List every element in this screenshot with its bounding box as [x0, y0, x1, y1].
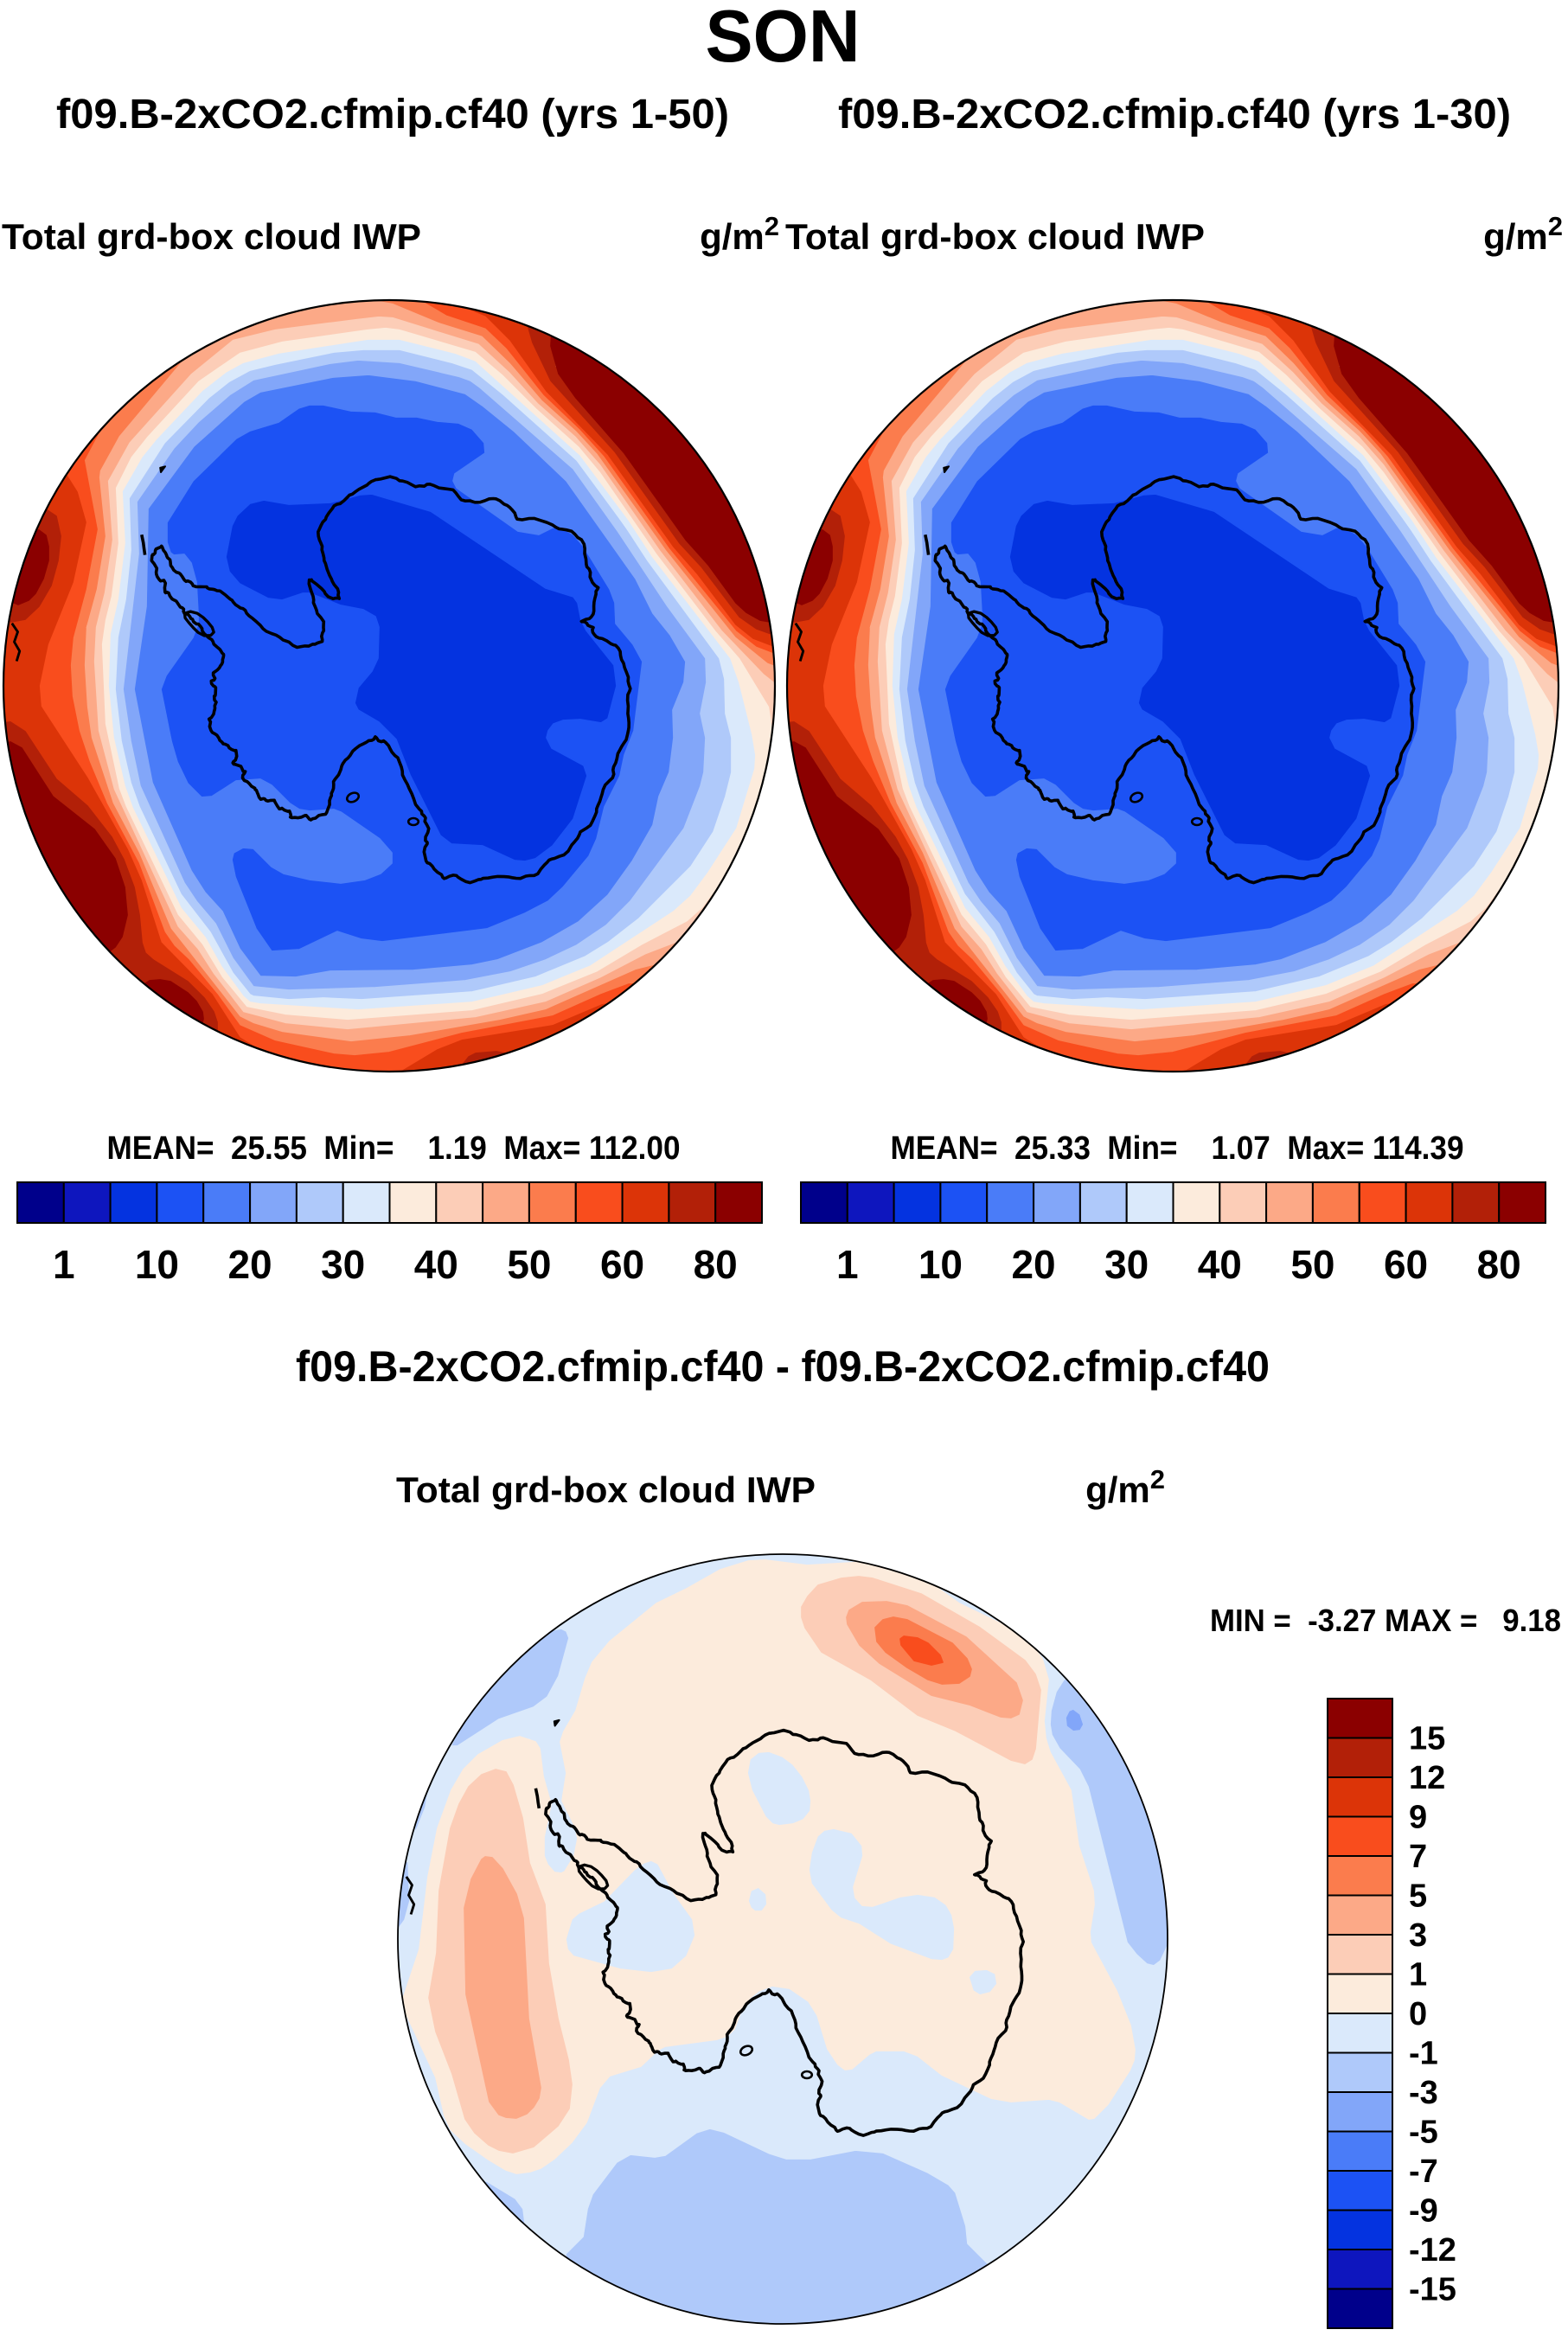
- svg-text:-12: -12: [1409, 2232, 1456, 2269]
- svg-text:7: 7: [1409, 1839, 1427, 1875]
- svg-text:40: 40: [414, 1242, 458, 1287]
- svg-text:3: 3: [1409, 1917, 1427, 1954]
- svg-text:20: 20: [227, 1242, 272, 1287]
- svg-text:40: 40: [1198, 1242, 1242, 1287]
- svg-text:-9: -9: [1409, 2193, 1438, 2230]
- svg-text:20: 20: [1011, 1242, 1055, 1287]
- svg-text:0: 0: [1409, 1996, 1427, 2032]
- svg-text:MIN = -3.27 MAX = 9.18: MIN = -3.27 MAX = 9.18: [1210, 1603, 1561, 1638]
- svg-text:5: 5: [1409, 1878, 1427, 1915]
- svg-text:f09.B-2xCO2.cfmip.cf40 (yrs 1-: f09.B-2xCO2.cfmip.cf40 (yrs 1-50): [56, 92, 729, 138]
- svg-text:SON: SON: [706, 0, 861, 78]
- svg-text:-15: -15: [1409, 2272, 1456, 2308]
- svg-text:-3: -3: [1409, 2075, 1438, 2111]
- svg-text:1: 1: [1409, 1957, 1427, 1994]
- svg-text:g/m2: g/m2: [1483, 211, 1563, 257]
- svg-text:50: 50: [507, 1242, 551, 1287]
- svg-text:60: 60: [600, 1242, 644, 1287]
- svg-text:60: 60: [1384, 1242, 1428, 1287]
- svg-text:-5: -5: [1409, 2115, 1438, 2151]
- svg-text:50: 50: [1290, 1242, 1334, 1287]
- svg-text:Total grd-box cloud IWP: Total grd-box cloud IWP: [396, 1469, 816, 1510]
- svg-text:80: 80: [1477, 1242, 1521, 1287]
- svg-text:f09.B-2xCO2.cfmip.cf40 - f09.B: f09.B-2xCO2.cfmip.cf40 - f09.B-2xCO2.cfm…: [296, 1342, 1270, 1391]
- svg-text:MEAN= 25.55 Min= 1.19 Ma: MEAN= 25.55 Min= 1.19 Max= 112.00: [107, 1130, 681, 1167]
- svg-text:-7: -7: [1409, 2154, 1438, 2190]
- svg-text:12: 12: [1409, 1760, 1445, 1796]
- svg-text:MEAN= 25.33 Min= 1.07 Ma: MEAN= 25.33 Min= 1.07 Max= 114.39: [891, 1130, 1464, 1167]
- svg-text:80: 80: [694, 1242, 738, 1287]
- svg-text:-1: -1: [1409, 2036, 1438, 2072]
- svg-text:1: 1: [836, 1242, 859, 1287]
- svg-text:15: 15: [1409, 1721, 1445, 1757]
- svg-text:f09.B-2xCO2.cfmip.cf40 (yrs 1-: f09.B-2xCO2.cfmip.cf40 (yrs 1-30): [838, 92, 1511, 138]
- svg-text:30: 30: [1104, 1242, 1149, 1287]
- svg-text:1: 1: [53, 1242, 75, 1287]
- svg-text:Total grd-box cloud IWP: Total grd-box cloud IWP: [785, 216, 1205, 257]
- svg-text:Total grd-box cloud IWP: Total grd-box cloud IWP: [2, 216, 421, 257]
- svg-text:10: 10: [918, 1242, 963, 1287]
- svg-text:10: 10: [135, 1242, 179, 1287]
- svg-text:9: 9: [1409, 1800, 1427, 1836]
- svg-text:30: 30: [321, 1242, 365, 1287]
